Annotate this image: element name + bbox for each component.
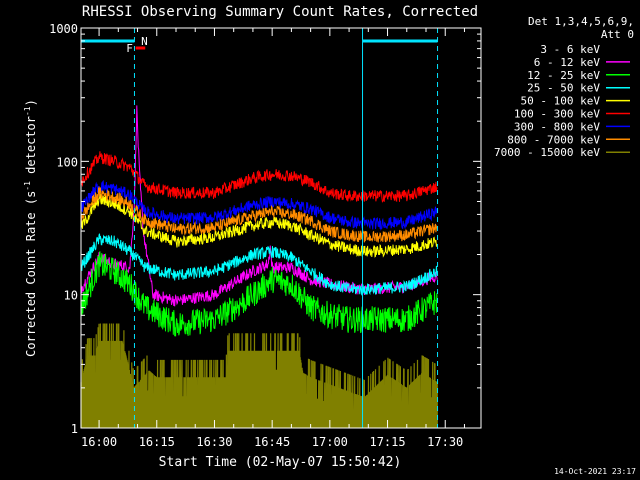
series-line-25-50-kev [80, 233, 438, 296]
series-line-3-6-kev [80, 245, 438, 375]
series-line-50-100-kev [80, 193, 438, 258]
legend-label-2: 12 - 25 keV [527, 69, 600, 82]
legend-header-line2: Att 0 [601, 28, 634, 41]
series-line-100-300-kev [80, 151, 438, 203]
y-tick-label-3: 1000 [49, 22, 78, 36]
y-axis-label: Corrected Count Rate (s-1 detector-1) [23, 99, 38, 357]
y-axis-label-end: ) [24, 99, 38, 106]
flare-label: F [126, 42, 133, 55]
y-tick-label-2: 100 [56, 155, 78, 169]
plot-area: FN 1 10 100 1000 16:00 16:15 16:30 16:45 17:00 17:… [49, 22, 482, 449]
plot-frame [80, 27, 482, 429]
legend-label-1: 6 - 12 keV [534, 56, 601, 69]
x-axis-label: Start Time (02-May-07 15:50:42) [159, 455, 402, 470]
night-label: N [141, 35, 148, 48]
x-tick-label-2: 16:30 [196, 435, 232, 449]
legend-label-0: 3 - 6 keV [540, 43, 600, 56]
y-axis-label-sup1: -1 [23, 181, 32, 191]
legend-label-8: 7000 - 15000 keV [494, 146, 600, 159]
legend-header-line1: Det 1,3,4,5,6,9, [528, 15, 634, 28]
y-axis-label-mid: detector [24, 116, 38, 181]
chart-title: RHESSI Observing Summary Count Rates, Co… [82, 4, 478, 20]
x-tick-label-5: 17:15 [369, 435, 405, 449]
x-tick-label-1: 16:15 [139, 435, 175, 449]
y-tick-label-1: 10 [64, 289, 78, 303]
legend-label-3: 25 - 50 keV [527, 82, 600, 95]
x-tick-label-3: 16:45 [254, 435, 290, 449]
legend-label-4: 50 - 100 keV [521, 95, 601, 108]
series-line-7000-15000-kev [80, 323, 438, 429]
y-axis-label-main: Corrected Count Rate (s [24, 191, 38, 357]
legend-label-6: 300 - 800 keV [514, 120, 600, 133]
legend-label-5: 100 - 300 keV [514, 108, 600, 121]
series-line-12-25-kev [80, 251, 438, 337]
x-tick-label-0: 16:00 [81, 435, 117, 449]
footer-date: 14-Oct-2021 23:17 [554, 467, 636, 476]
legend-label-7: 800 - 7000 keV [507, 133, 600, 146]
y-tick-label-0: 1 [71, 422, 78, 436]
y-axis-label-sup2: -1 [23, 106, 32, 116]
series-line-800-7000-kev [80, 185, 438, 243]
x-tick-label-4: 17:00 [312, 435, 348, 449]
x-tick-label-6: 17:30 [427, 435, 463, 449]
series-line-300-800-kev [80, 179, 438, 231]
